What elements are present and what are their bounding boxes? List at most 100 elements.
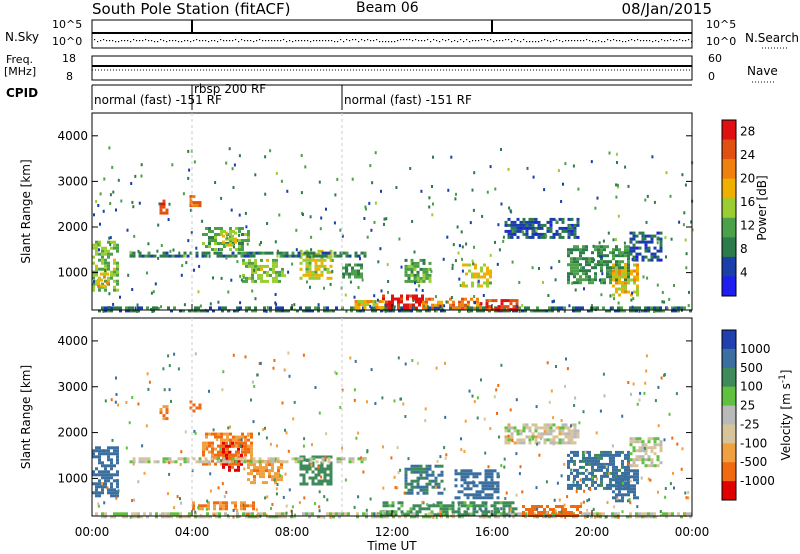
echo-point [497,384,500,387]
echo-cell [606,474,609,478]
echo-cell [561,505,564,508]
echo-cell [516,438,520,442]
echo-point [595,460,598,464]
echo-cell [125,515,128,519]
echo-cell [258,460,262,464]
echo-cell [612,254,615,258]
echo-cell [624,278,627,282]
echo-cell [635,255,639,259]
echo-cell [242,279,245,283]
echo-point [180,273,183,277]
echo-cell [579,257,582,261]
echo-point [582,500,585,504]
echo-point [383,222,385,226]
echo-cell [332,309,335,313]
echo-cell [486,284,489,288]
echo-cell [624,281,627,285]
echo-cell [308,512,311,516]
echo-cell [254,279,257,283]
echo-cell [597,465,600,469]
echo-cell [231,453,234,457]
echo-cell [410,264,414,268]
echo-cell [357,303,361,306]
echo-cell [311,464,315,468]
echo-cell [632,461,636,465]
echo-cell [516,217,520,221]
echo-cell [612,257,615,261]
echo-point [557,426,560,430]
echo-cell [241,447,244,451]
echo-point [460,437,462,441]
echo-cell [522,223,526,227]
echo-point [457,503,460,507]
echo-cell [345,263,348,267]
echo-cell [516,226,520,230]
echo-cell [576,260,579,264]
nsearch-dot [370,40,372,42]
colorbar-swatch [722,120,736,141]
echo-point [143,471,146,475]
echo-cell [278,270,281,274]
nsearch-dot [634,40,636,42]
echo-cell [686,512,689,516]
echo-cell [579,511,582,514]
nsearch-dot [676,40,678,42]
echo-cell [225,456,228,460]
echo-cell [647,258,651,262]
echo-cell [98,458,101,462]
echo-point [639,391,642,395]
echo-region [159,199,169,215]
echo-cell [554,512,557,516]
echo-cell [567,251,570,255]
nsearch-dot [133,39,135,41]
echo-cell [621,275,624,279]
echo-cell [220,242,223,245]
colorbar-swatch [722,330,736,350]
echo-cell [383,515,386,519]
echo-point [108,292,111,296]
echo-cell [317,276,321,280]
echo-cell [477,281,480,285]
echo-point [239,274,242,278]
echo-cell [576,471,579,475]
echo-cell [165,408,169,412]
echo-cell [404,485,408,489]
echo-cell [460,472,464,476]
echo-point [336,177,339,181]
echo-point [489,165,492,169]
colorbar-swatch [722,139,736,160]
echo-point [458,244,461,248]
nsearch-dot [577,40,579,42]
echo-cell [92,276,95,280]
echo-cell [650,515,653,519]
echo-cell [522,217,526,221]
echo-cell [95,246,98,250]
echo-point [361,278,364,282]
echo-cell [603,281,606,285]
echo-cell [428,464,432,468]
echo-cell [228,462,231,466]
echo-cell [406,306,409,310]
echo-cell [508,504,512,508]
echo-point [115,376,117,380]
echo-cell [379,510,383,514]
echo-cell [311,512,314,516]
echo-point [131,200,134,204]
echo-cell [573,245,576,249]
echo-point [325,432,328,436]
echo-cell [470,309,473,313]
nsky-tick-bottom: 10^0 [52,35,83,48]
echo-cell [250,463,253,467]
echo-point [119,295,121,299]
echo-cell [585,272,588,276]
echo-point [159,513,162,517]
echo-cell [633,278,636,282]
echo-cell [260,273,263,277]
echo-cell [564,423,568,427]
echo-cell [240,460,244,464]
echo-cell [627,260,630,264]
echo-point [188,168,191,172]
echo-point [621,414,624,418]
echo-cell [219,501,222,505]
echo-cell [606,468,609,472]
